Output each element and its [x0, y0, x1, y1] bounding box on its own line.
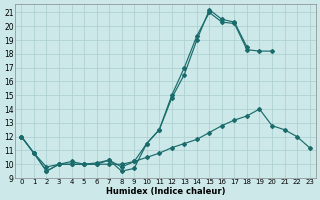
- X-axis label: Humidex (Indice chaleur): Humidex (Indice chaleur): [106, 187, 225, 196]
